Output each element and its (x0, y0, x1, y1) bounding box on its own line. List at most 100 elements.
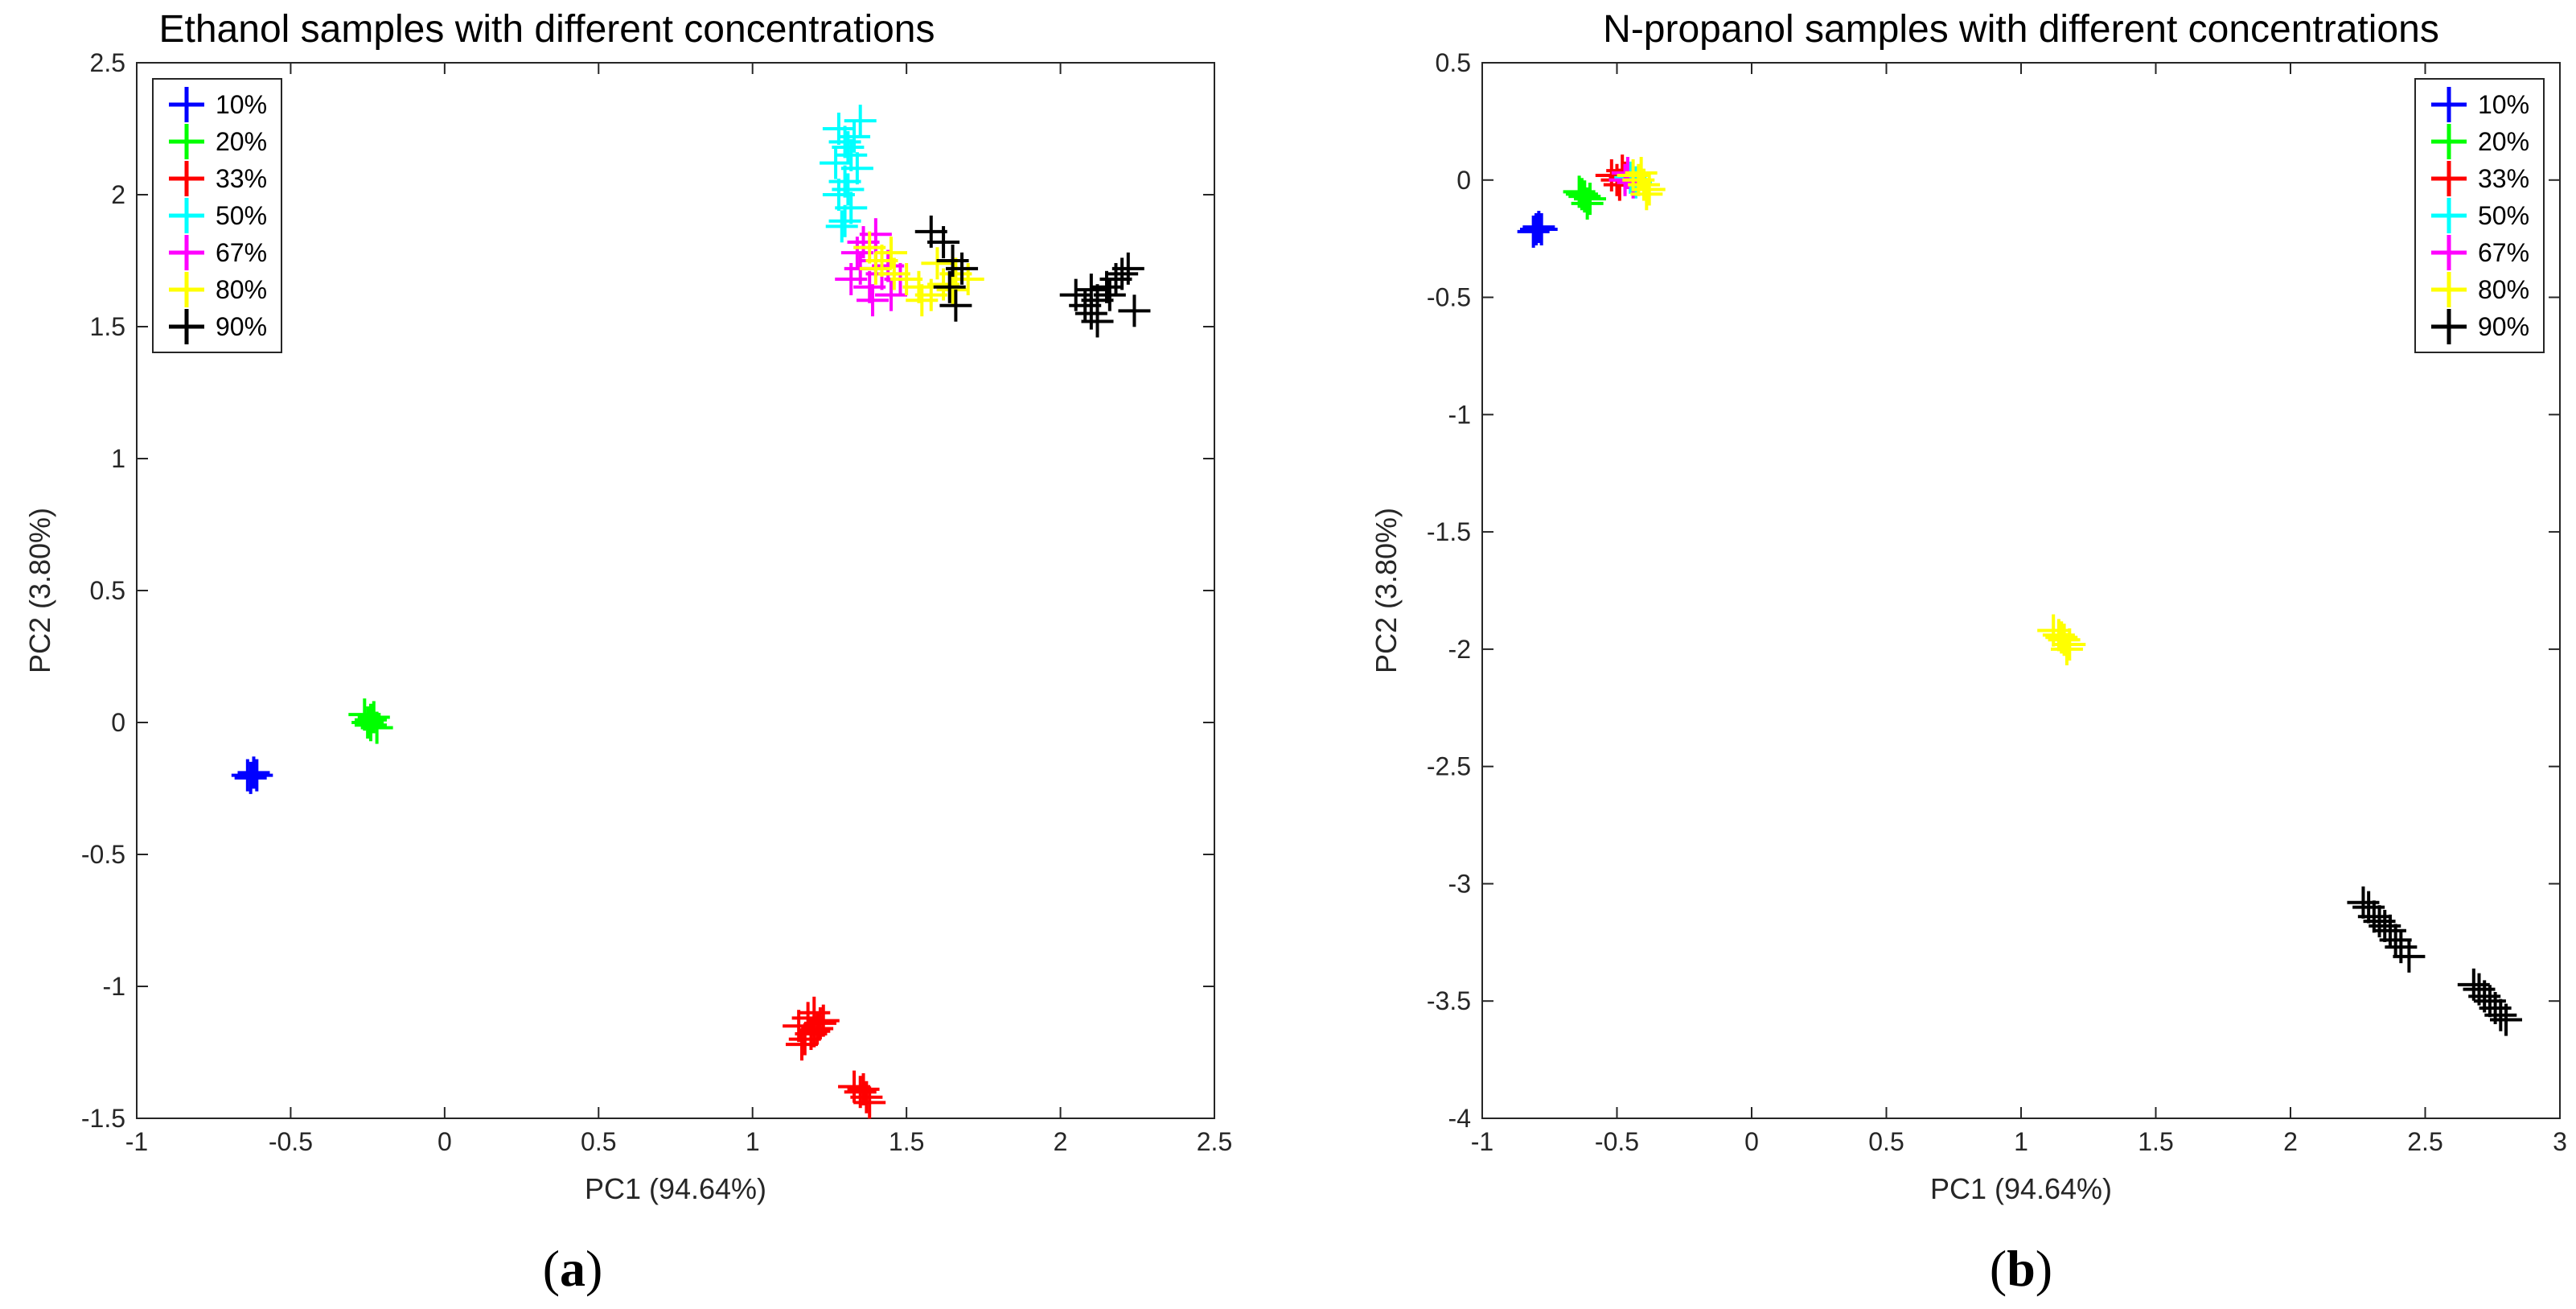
y-tick-label: -1 (103, 972, 125, 1001)
legend-entry: 90% (2431, 309, 2529, 344)
legend-entry: 20% (169, 124, 267, 159)
legend-label: 20% (2478, 127, 2529, 156)
x-tick-label: -1 (125, 1127, 148, 1156)
data-point (360, 711, 393, 744)
legend-label: 33% (216, 164, 267, 193)
y-tick-label: 0 (1456, 166, 1471, 195)
legend-label: 10% (2478, 90, 2529, 119)
data-point (1522, 211, 1555, 244)
legend-entry: 50% (169, 198, 267, 233)
data-point (850, 1081, 883, 1113)
legend-entry: 33% (169, 161, 267, 196)
legend-label: 80% (216, 275, 267, 304)
y-tick-label: -1.5 (81, 1104, 125, 1133)
data-point (2050, 632, 2083, 665)
data-point (1093, 278, 1126, 311)
data-point (857, 284, 889, 317)
data-point (1525, 213, 1558, 246)
legend-label: 33% (2478, 164, 2529, 193)
data-point (2484, 998, 2517, 1031)
legend-entry: 67% (169, 235, 267, 270)
data-point (1081, 305, 1114, 338)
data-point (2490, 1003, 2522, 1036)
data-point (2393, 940, 2426, 973)
data-point (859, 252, 892, 285)
npropanol-chart: N-propanol samples with different concen… (1370, 8, 2567, 1297)
legend: 10% 20% 33% 50% 67% 80% 90% (2414, 78, 2545, 353)
data-point (1571, 187, 1604, 220)
y-tick-label: -0.5 (81, 840, 125, 869)
data-point (825, 210, 858, 243)
data-point (835, 138, 868, 171)
data-point (1074, 274, 1107, 307)
legend: 10% 20% 33% 50% 67% 80% 90% (152, 78, 282, 353)
panel-label: (b) (1990, 1240, 2052, 1297)
x-tick-label: -0.5 (1595, 1127, 1639, 1156)
data-point (844, 105, 877, 138)
x-tick-label: 2.5 (2407, 1127, 2442, 1156)
data-point (835, 191, 868, 224)
data-point (1568, 180, 1601, 213)
data-point (798, 1015, 831, 1048)
y-axis-label: PC2 (3.80%) (23, 508, 56, 673)
legend-entry: 33% (2431, 161, 2529, 196)
legend-label: 10% (216, 90, 267, 119)
data-point (921, 247, 954, 280)
y-tick-label: 2 (111, 180, 125, 209)
y-tick-label: 0.5 (90, 576, 125, 605)
x-tick-label: 3 (2553, 1127, 2567, 1156)
data-point (240, 759, 273, 792)
data-point (2379, 924, 2412, 957)
x-tick-label: -0.5 (269, 1127, 313, 1156)
legend-label: 20% (216, 127, 267, 156)
ethanol-chart: Ethanol samples with different concentra… (23, 8, 1232, 1297)
data-point (936, 274, 969, 307)
x-tick-label: 0 (1744, 1127, 1759, 1156)
legend-entry: 67% (2431, 235, 2529, 270)
data-point (1111, 252, 1144, 285)
y-tick-label: -3 (1448, 869, 1471, 898)
y-tick-label: 1.5 (90, 312, 125, 341)
data-points (231, 105, 1151, 1119)
data-point (354, 709, 387, 742)
data-point (1106, 257, 1139, 290)
x-tick-label: 2.5 (1197, 1127, 1232, 1156)
y-tick-label: -1.5 (1427, 517, 1471, 546)
x-tick-label: 1.5 (889, 1127, 924, 1156)
data-point (875, 237, 907, 270)
data-point (1630, 178, 1663, 211)
data-point (2053, 628, 2086, 661)
data-point (859, 218, 892, 251)
x-tick-label: 1.5 (2138, 1127, 2173, 1156)
y-tick-label: 2.5 (90, 48, 125, 77)
x-tick-label: 0 (438, 1127, 452, 1156)
legend-label: 90% (216, 312, 267, 341)
data-point (939, 289, 972, 322)
x-tick-label: 2 (1054, 1127, 1068, 1156)
x-tick-label: 1 (2014, 1127, 2028, 1156)
x-tick-label: 0.5 (581, 1127, 616, 1156)
y-axis-label: PC2 (3.80%) (1370, 508, 1403, 673)
legend-label: 50% (216, 201, 267, 230)
data-point (1118, 294, 1151, 327)
data-point (822, 113, 855, 145)
axis-ticks: -1 -0.5 0 0.5 1 1.5 2 2.5-1.5-1-0.500.511.522.5 (81, 48, 1232, 1156)
legend-label: 80% (2478, 275, 2529, 304)
legend-label: 67% (216, 238, 267, 267)
y-tick-label: -2.5 (1427, 752, 1471, 781)
data-point (853, 1086, 886, 1119)
data-point (1625, 157, 1658, 190)
data-point (933, 270, 966, 303)
data-point (1574, 183, 1606, 216)
data-points (1517, 154, 2522, 1036)
plot-area (136, 62, 1215, 1119)
legend-entry: 10% (169, 87, 267, 122)
legend-entry: 90% (169, 309, 267, 344)
chart-title: N-propanol samples with different concen… (1603, 8, 2439, 51)
axis-ticks: -1 -0.5 0 0.5 1 1.5 2 2.5 3 -4 -3.5 -3 -2.5 -2 -1.5 -1 -… (1427, 48, 2567, 1156)
y-tick-label: -0.5 (1427, 283, 1471, 312)
data-point (234, 761, 267, 794)
data-point (927, 226, 960, 259)
x-axis-label: PC1 (94.64%) (1930, 1172, 2112, 1205)
